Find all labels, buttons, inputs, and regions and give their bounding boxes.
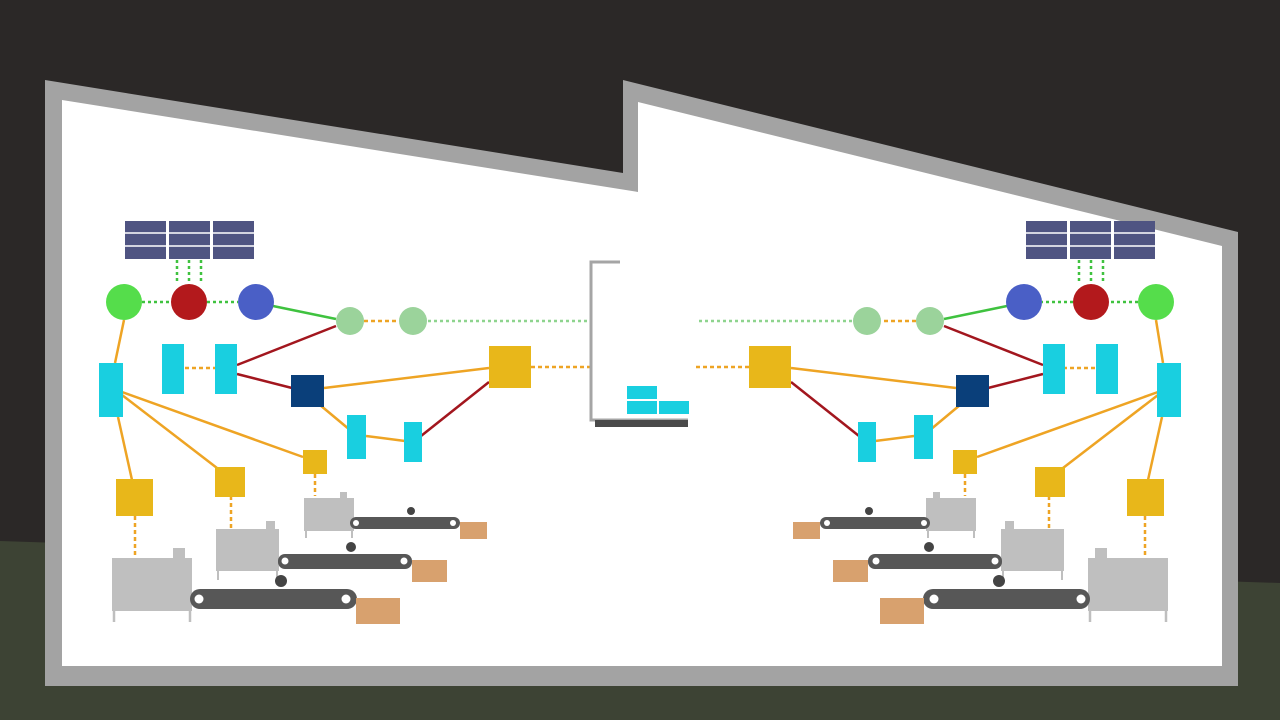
connection-line (113, 319, 126, 364)
sensor-device-icon (347, 415, 366, 459)
network-node-icon (238, 284, 274, 320)
network-node-icon (171, 284, 207, 320)
conveyor-belt-icon (923, 589, 1090, 609)
cardboard-box-icon (793, 522, 820, 539)
connection-line (236, 324, 337, 367)
right-connections (696, 260, 1165, 558)
right-network (696, 221, 1181, 624)
cardboard-box-icon (833, 560, 868, 582)
conveyor-belt-icon (278, 554, 412, 569)
cardboard-box-icon (412, 560, 447, 582)
connection-line (874, 434, 915, 443)
cardboard-box-icon (460, 522, 487, 539)
sensor-device-icon (1157, 363, 1181, 417)
connection-line (116, 416, 134, 481)
plc-controller-icon (116, 479, 153, 516)
connection-line (943, 324, 1044, 367)
connection-line (790, 366, 957, 390)
plc-controller-icon (953, 450, 977, 474)
network-node-icon (336, 307, 364, 335)
plc-controller-icon (215, 467, 245, 497)
connection-line (272, 304, 337, 321)
connection-line (121, 390, 304, 459)
sensor-device-icon (956, 375, 989, 407)
plc-controller-icon (303, 450, 327, 474)
left-network (99, 221, 590, 624)
sensor-device-icon (404, 422, 422, 462)
connection-line (323, 366, 490, 390)
network-node-icon (1006, 284, 1042, 320)
machine-icon (926, 498, 976, 531)
conveyor-belt-icon (350, 517, 460, 529)
network-node-icon (916, 307, 944, 335)
connection-line (121, 394, 218, 469)
network-node-icon (399, 307, 427, 335)
connection-line (929, 404, 961, 431)
plc-controller-icon (1127, 479, 1164, 516)
left-connections (113, 260, 590, 558)
connection-line (987, 372, 1044, 390)
sensor-device-icon (914, 415, 933, 459)
conveyor-belt-icon (190, 589, 357, 609)
network-node-icon (853, 307, 881, 335)
production-line (793, 492, 1168, 624)
sensor-device-icon (162, 344, 184, 394)
connection-line (976, 390, 1159, 459)
connection-line (1062, 394, 1159, 469)
cardboard-box-icon (880, 598, 924, 624)
solar-panel-icon (125, 221, 254, 259)
machine-icon (1088, 558, 1168, 611)
network-node-icon (106, 284, 142, 320)
connection-line (319, 404, 351, 431)
sensor-device-icon (858, 422, 876, 462)
sensor-device-icon (215, 344, 237, 394)
connection-line (365, 434, 406, 443)
conveyor-belt-icon (820, 517, 930, 529)
server-rack-icon (589, 260, 689, 427)
connection-line (1154, 319, 1165, 364)
sensor-device-icon (291, 375, 324, 407)
connection-line (1146, 416, 1164, 481)
machine-icon (304, 498, 354, 531)
plc-controller-icon (749, 346, 791, 388)
machine-icon (112, 558, 192, 611)
plc-controller-icon (1035, 467, 1065, 497)
solar-panel-icon (1026, 221, 1155, 259)
connection-line (236, 372, 293, 390)
network-node-icon (1138, 284, 1174, 320)
network-node-icon (1073, 284, 1109, 320)
cardboard-box-icon (356, 598, 400, 624)
connection-line (790, 381, 860, 437)
connection-line (943, 304, 1008, 321)
connection-line (420, 381, 490, 437)
machine-icon (1001, 529, 1064, 571)
sensor-device-icon (1096, 344, 1118, 394)
plc-controller-icon (489, 346, 531, 388)
sensor-device-icon (1043, 344, 1065, 394)
machine-icon (216, 529, 279, 571)
conveyor-belt-icon (868, 554, 1002, 569)
sensor-device-icon (99, 363, 123, 417)
production-line (112, 492, 487, 624)
